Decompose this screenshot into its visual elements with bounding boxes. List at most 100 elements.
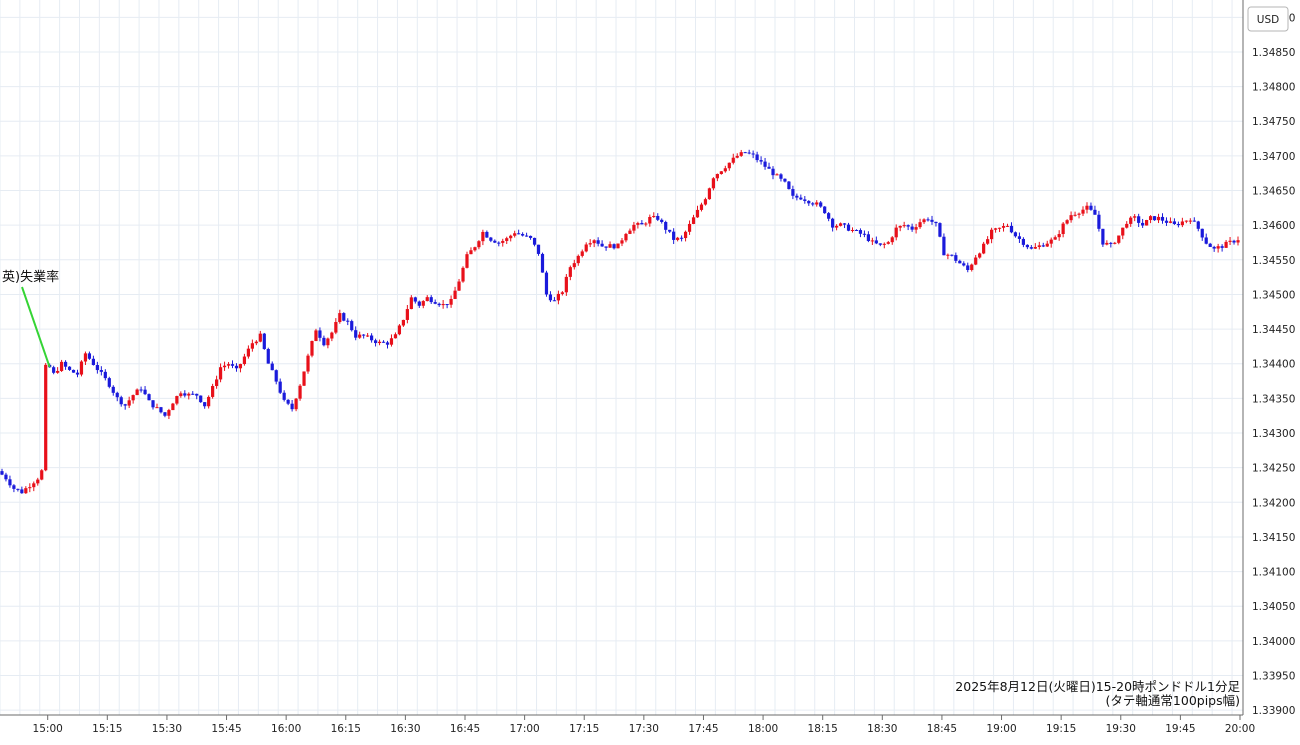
- candle-body: [906, 225, 910, 227]
- x-tick-label: 15:30: [152, 723, 182, 735]
- candle-body: [441, 304, 445, 306]
- candle-body: [1057, 234, 1061, 238]
- candle: [107, 376, 111, 389]
- candle-body: [890, 237, 894, 243]
- candle: [636, 221, 640, 229]
- candle: [731, 153, 735, 165]
- candle-body: [914, 227, 918, 230]
- candle-body: [453, 290, 457, 299]
- candle-body: [501, 240, 505, 243]
- candle: [632, 221, 636, 234]
- candle-body: [1081, 209, 1085, 214]
- candle-body: [250, 343, 254, 349]
- candle: [747, 149, 751, 155]
- candle: [1097, 210, 1101, 232]
- candle: [1037, 241, 1041, 250]
- candle-body: [1105, 242, 1109, 245]
- candle: [767, 162, 771, 169]
- candle-body: [886, 242, 890, 244]
- candle-body: [1073, 214, 1077, 216]
- candle: [215, 375, 219, 389]
- candle: [894, 224, 898, 241]
- candle: [203, 402, 207, 409]
- candle-body: [978, 253, 982, 258]
- candle-body: [373, 340, 378, 344]
- candle: [56, 367, 60, 374]
- candle-body: [350, 321, 354, 331]
- x-tick-label: 19:30: [1106, 723, 1136, 735]
- candle: [218, 363, 223, 383]
- candle-body: [1065, 220, 1069, 224]
- candle-body: [1156, 216, 1161, 221]
- candle: [970, 263, 974, 272]
- currency-badge[interactable]: [1247, 6, 1289, 32]
- candle-body: [827, 213, 831, 219]
- candle: [751, 150, 755, 159]
- candle-body: [624, 233, 628, 241]
- candle-body: [226, 364, 231, 366]
- y-tick-label: 1.33900: [1252, 705, 1295, 717]
- candle-body: [366, 335, 370, 337]
- candle-body: [254, 341, 258, 344]
- candle: [902, 221, 906, 228]
- candle: [926, 217, 930, 222]
- candle: [1220, 244, 1224, 252]
- candle: [270, 361, 274, 371]
- candle-body: [215, 379, 219, 387]
- candle: [699, 202, 704, 212]
- candle: [572, 259, 576, 270]
- candle: [775, 173, 779, 176]
- candle: [850, 227, 855, 233]
- candle-body: [648, 216, 652, 224]
- candle-body: [409, 297, 413, 310]
- candle: [866, 231, 870, 243]
- candle-body: [759, 160, 763, 162]
- candle: [489, 236, 493, 243]
- candle-body: [803, 199, 807, 201]
- candle: [640, 220, 644, 225]
- candle-body: [32, 483, 36, 488]
- candle: [668, 229, 672, 233]
- candle: [763, 157, 767, 170]
- candle-body: [918, 222, 922, 228]
- candle: [1029, 245, 1033, 250]
- candle: [1021, 237, 1025, 248]
- x-tick-label: 16:30: [390, 723, 420, 735]
- candle: [290, 399, 294, 412]
- candle: [882, 242, 886, 249]
- candle-body: [302, 371, 306, 386]
- candle: [326, 337, 330, 349]
- candle-body: [413, 297, 417, 302]
- candle: [306, 353, 310, 374]
- candle: [1148, 215, 1153, 224]
- candle-body: [632, 224, 636, 231]
- candle-body: [1137, 216, 1141, 223]
- candle-body: [747, 152, 751, 154]
- candle-body: [195, 393, 199, 396]
- candle: [874, 236, 878, 245]
- candle: [596, 237, 600, 247]
- candle-body: [644, 223, 648, 225]
- candle: [978, 252, 982, 259]
- candle-body: [1113, 242, 1117, 244]
- candle-body: [775, 174, 779, 176]
- candle: [580, 249, 584, 258]
- candle: [807, 200, 811, 206]
- candle-body: [938, 223, 942, 237]
- candle-body: [119, 397, 123, 405]
- candle-body: [1117, 235, 1121, 243]
- candle: [1113, 241, 1117, 245]
- candle: [397, 324, 402, 336]
- candle-body: [274, 370, 278, 382]
- candle-body: [1097, 214, 1101, 229]
- candle-body: [71, 369, 76, 373]
- candle: [1077, 212, 1081, 219]
- candle: [469, 247, 473, 255]
- candle: [672, 228, 676, 245]
- candle-body: [1013, 232, 1018, 237]
- candle-body: [1196, 221, 1200, 229]
- candle-body: [513, 233, 517, 236]
- candle: [568, 265, 572, 281]
- candle-body: [1049, 239, 1053, 244]
- candle-body: [838, 223, 843, 226]
